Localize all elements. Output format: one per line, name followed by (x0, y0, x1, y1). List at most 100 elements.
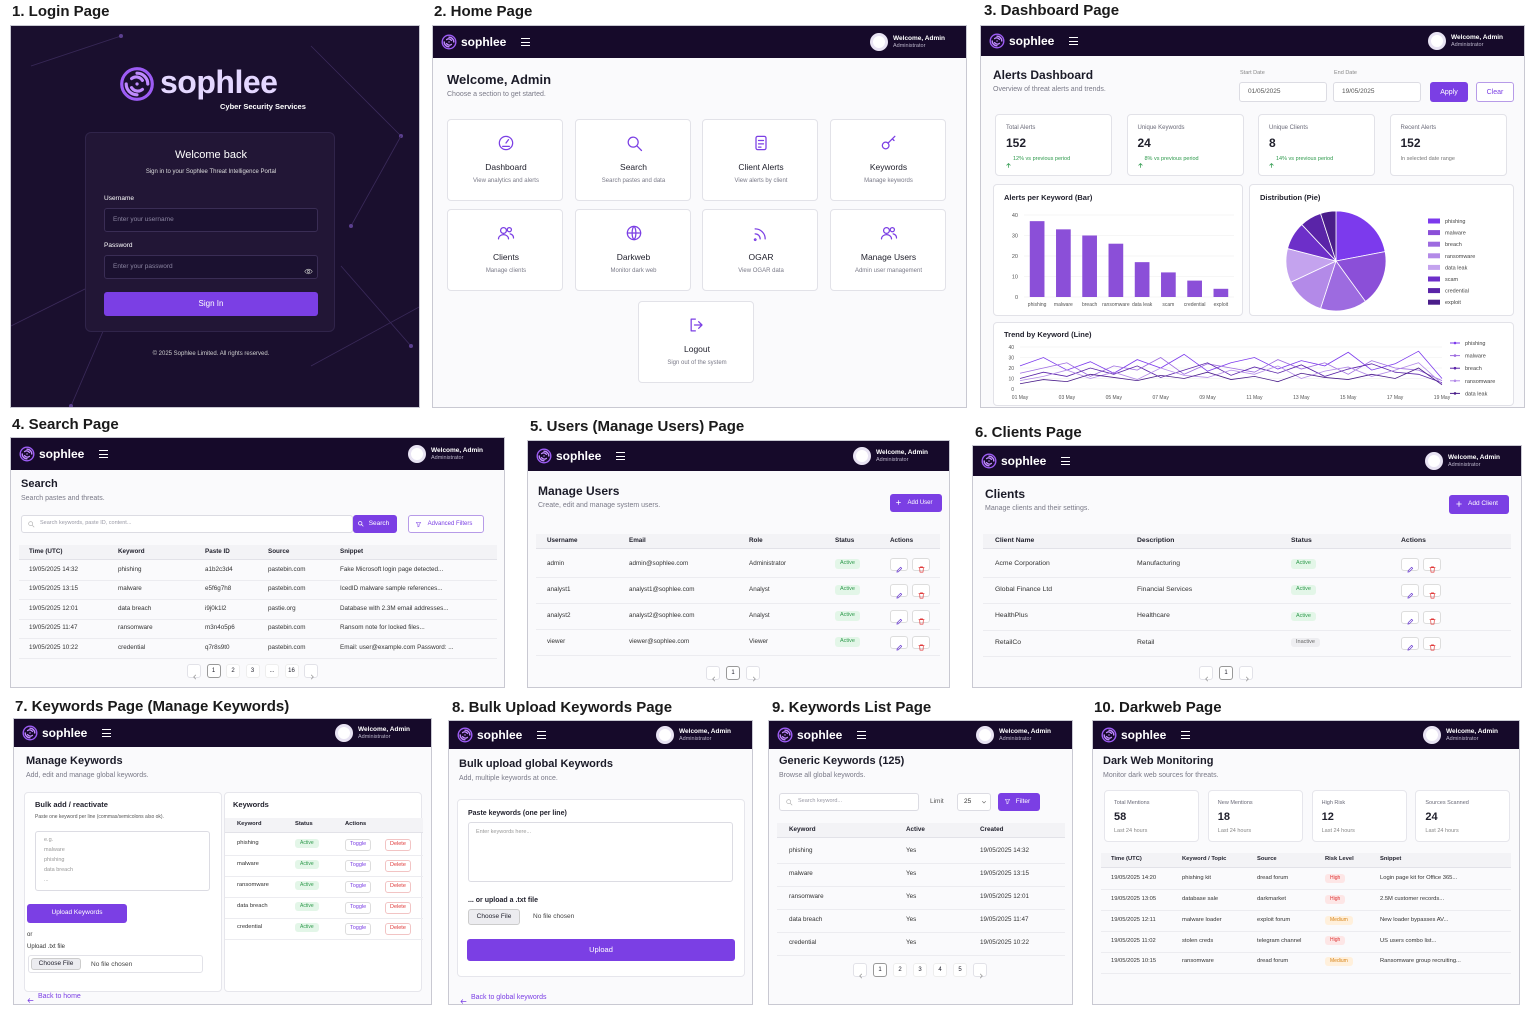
status-badge: Medium (1325, 957, 1353, 967)
page-button[interactable]: 3 (913, 963, 927, 977)
delete-button[interactable] (1423, 558, 1441, 572)
page-arrow[interactable] (746, 666, 760, 681)
delete-button[interactable] (1423, 584, 1441, 599)
choose-file-button[interactable]: Choose File (31, 958, 81, 970)
toggle-button[interactable]: Toggle (345, 860, 372, 872)
apply-button[interactable]: Apply (1430, 82, 1468, 102)
back-link[interactable]: Back to global keywords (471, 994, 547, 1001)
password-input[interactable]: Enter your password (104, 255, 318, 279)
page-arrow[interactable] (187, 664, 201, 679)
page-arrow[interactable] (973, 963, 987, 978)
search-input[interactable]: Search keyword... (779, 793, 919, 811)
edit-button[interactable] (890, 636, 908, 650)
row-divider (777, 931, 1065, 933)
upload-keywords-button[interactable]: Upload Keywords (27, 904, 127, 923)
icon-glyph (626, 225, 641, 241)
add-user-button[interactable]: Add User (890, 494, 942, 512)
app-header: sophlee Welcome, Admin Administrator (1093, 721, 1519, 754)
username-input[interactable]: Enter your username (104, 208, 318, 232)
nav-card[interactable]: Darkweb Monitor dark web (574, 209, 691, 291)
nav-card[interactable]: Clients Manage clients (447, 209, 563, 291)
page-arrow[interactable] (853, 963, 867, 978)
edit-button[interactable] (1401, 584, 1419, 599)
edit-button[interactable] (1401, 558, 1419, 572)
delete-button[interactable] (912, 584, 930, 598)
delete-button[interactable] (912, 636, 930, 650)
page-arrow[interactable] (304, 664, 318, 679)
choose-file-button[interactable]: Choose File (468, 909, 520, 925)
icon (917, 613, 926, 624)
delete-button[interactable]: Delete (385, 881, 411, 893)
end-date-input[interactable]: 19/05/2025 (1333, 82, 1421, 102)
edit-button[interactable] (1401, 636, 1419, 651)
edit-button[interactable] (890, 610, 908, 624)
back-link[interactable]: Back to home (38, 993, 81, 1000)
page-button[interactable]: ... (265, 664, 279, 678)
page-button[interactable]: 1 (726, 666, 740, 680)
filter-button[interactable]: Filter (998, 793, 1040, 811)
edit-button[interactable] (890, 584, 908, 598)
icon (917, 587, 926, 598)
avatar (1425, 452, 1443, 470)
delete-button[interactable] (1423, 636, 1441, 651)
page-button[interactable]: 2 (893, 963, 907, 977)
page-button[interactable]: 5 (953, 963, 967, 977)
delete-button[interactable] (1423, 610, 1441, 625)
stat-label: Recent Alerts (1400, 125, 1437, 131)
start-date-input[interactable]: 01/05/2025 (1239, 82, 1327, 102)
nav-card[interactable]: Client Alerts View alerts by client (702, 119, 818, 201)
icon-glyph (1429, 566, 1436, 572)
column-header: Username (547, 537, 578, 544)
toggle-button[interactable]: Toggle (345, 839, 372, 851)
stat-card: Recent Alerts 152 In selected date range (1389, 114, 1507, 176)
delete-button[interactable]: Delete (385, 902, 411, 914)
delete-button[interactable]: Delete (385, 839, 411, 851)
page-arrow[interactable] (1239, 666, 1253, 681)
delete-button[interactable]: Delete (385, 860, 411, 872)
clear-button[interactable]: Clear (1476, 82, 1514, 102)
search-input[interactable]: Search keywords, paste ID, content... (21, 515, 353, 533)
delete-button[interactable]: Delete (385, 923, 411, 935)
delete-button[interactable] (912, 610, 930, 624)
page-button[interactable]: 16 (284, 664, 299, 678)
nav-card[interactable]: Search Search pastes and data (574, 119, 691, 201)
toggle-button[interactable]: Toggle (345, 881, 372, 893)
page-button[interactable]: 1 (206, 664, 221, 678)
edit-button[interactable] (890, 558, 908, 572)
add-client-button[interactable]: Add Client (1449, 495, 1509, 514)
nav-card[interactable]: Logout Sign out of the system (638, 301, 754, 383)
toggle-button[interactable]: Toggle (345, 902, 372, 914)
nav-card[interactable]: Manage Users Admin user management (829, 209, 946, 291)
nav-card[interactable]: Dashboard View analytics and alerts (447, 119, 563, 201)
advanced-filters-button[interactable]: Advanced Filters (408, 515, 484, 533)
nav-card[interactable]: OGAR View OGAR data (702, 209, 818, 291)
toggle-button[interactable]: Toggle (345, 923, 372, 935)
page-button[interactable]: 2 (226, 664, 240, 678)
page-button[interactable]: 1 (1219, 666, 1233, 680)
file-input[interactable]: Choose File No file chosen (468, 909, 668, 927)
page-button[interactable]: 1 (873, 963, 887, 977)
column-header: Actions (345, 821, 367, 827)
page-arrow[interactable] (706, 666, 720, 681)
bar (1082, 235, 1097, 297)
delete-button[interactable] (912, 558, 930, 572)
keywords-textarea[interactable]: e.g. malware phishing data breach... (35, 831, 210, 891)
icon-glyph (755, 135, 767, 151)
bar (1213, 288, 1229, 297)
logo-glyph (457, 727, 473, 743)
page-button[interactable]: 4 (933, 963, 947, 977)
page-button[interactable]: 3 (245, 664, 260, 678)
edit-button[interactable] (1401, 610, 1419, 625)
upload-button[interactable]: Upload (467, 939, 735, 961)
stat-card: Sources Scanned 24 Last 24 hours (1415, 790, 1511, 842)
file-input[interactable]: Choose File No file chosen (28, 955, 203, 973)
icon (496, 133, 516, 153)
column-header: Keyword (789, 826, 816, 833)
page-arrow[interactable] (1199, 666, 1213, 681)
sign-in-button[interactable]: Sign In (104, 292, 318, 316)
search-button[interactable]: Search (353, 515, 397, 533)
nav-card[interactable]: Keywords Manage keywords (829, 119, 946, 201)
status-badge: Active (295, 902, 319, 911)
keywords-textarea[interactable]: Enter keywords here... (468, 822, 733, 882)
limit-select[interactable]: 25 (957, 793, 991, 811)
